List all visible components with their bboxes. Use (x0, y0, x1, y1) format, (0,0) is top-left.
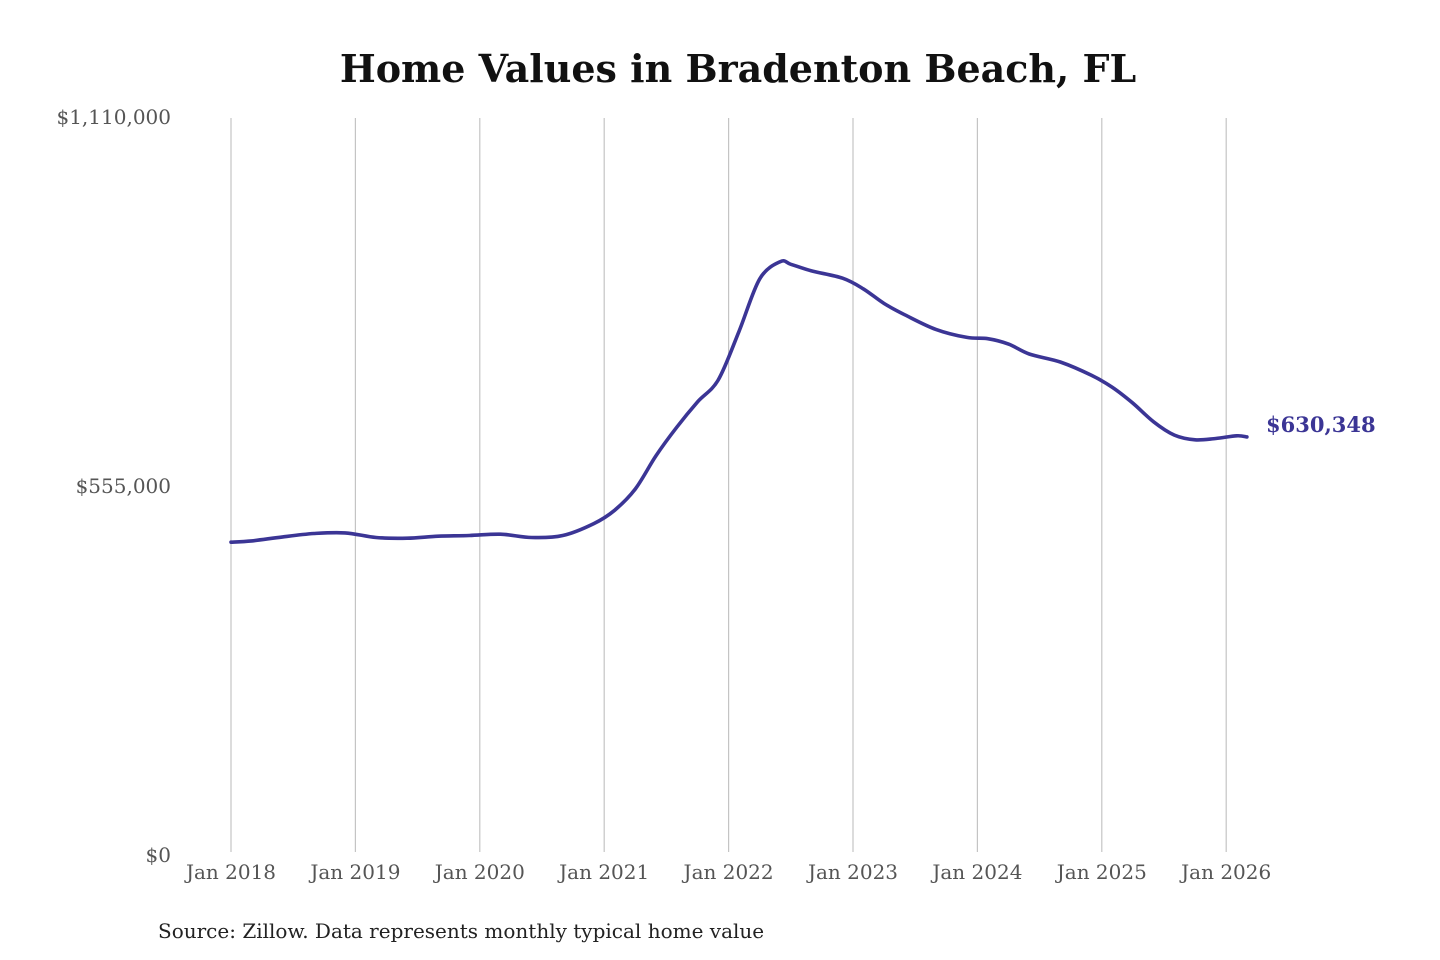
x-axis-ticks: Jan 2018 Jan 2019 Jan 2020 Jan 2021 Jan 2022… (184, 860, 1271, 884)
x-tick-label: Jan 2022 (682, 860, 774, 884)
end-value-label: $630,348 (1266, 412, 1376, 437)
x-tick-label: Jan 2023 (806, 860, 898, 884)
gridlines (230, 118, 1227, 852)
x-tick-label: Jan 2021 (557, 860, 649, 884)
x-tick-label: Jan 2019 (308, 860, 400, 884)
source-note: Source: Zillow. Data represents monthly … (158, 919, 764, 943)
y-tick-label: $555,000 (76, 474, 171, 498)
x-tick-label: Jan 2024 (930, 860, 1022, 884)
x-tick-label: Jan 2020 (433, 860, 525, 884)
home-value-line (229, 258, 1249, 544)
chart-title: Home Values in Bradenton Beach, FL (340, 46, 1136, 91)
y-axis-ticks: $1,110,000 $555,000 $0 (56, 105, 171, 867)
y-tick-label: $0 (146, 843, 171, 867)
x-tick-label: Jan 2026 (1179, 860, 1271, 884)
y-tick-label: $1,110,000 (56, 105, 171, 129)
x-tick-label: Jan 2018 (184, 860, 276, 884)
x-tick-label: Jan 2025 (1055, 860, 1147, 884)
